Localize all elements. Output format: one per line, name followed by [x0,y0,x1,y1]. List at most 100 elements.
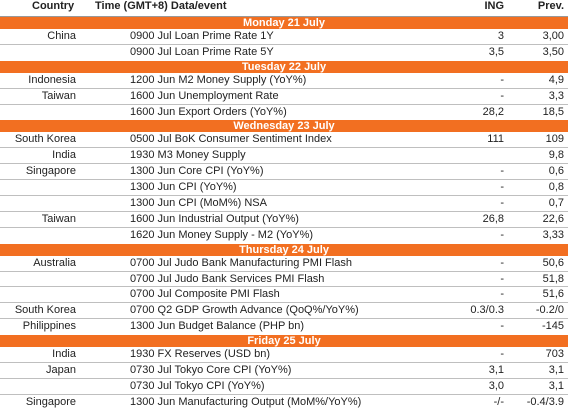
day-header: Monday 21 July [0,17,568,29]
row-event: 1600 Jun Unemployment Rate [130,89,279,102]
row-country: Australia [33,256,76,269]
row-ing: 3,0 [488,379,504,392]
row-prev: -0.4/3.9 [526,395,564,408]
table-row: Philippines 1300 Jun Budget Balance (PHP … [0,319,568,335]
row-ing: 3,1 [488,364,504,377]
row-prev: -0.2/0 [535,304,564,317]
row-prev: 3,50 [542,45,564,58]
row-event: 1300 Jun CPI (YoY%) [130,181,237,194]
row-ing: 3 [497,30,504,42]
table-row: China 0900 Jul Loan Prime Rate 1Y 3 3,00 [0,29,568,45]
row-event: 1930 FX Reserves (USD bn) [130,348,270,361]
row-country: Philippines [22,320,76,333]
row-country: Taiwan [41,212,76,225]
table-row: 1620 Jun Money Supply - M2 (YoY%) - 3,33 [0,228,568,244]
row-country: Singapore [25,395,76,408]
row-prev: 3,1 [548,364,564,377]
table-row: India 1930 M3 Money Supply 9,8 [0,148,568,165]
row-event: 0730 Jul Tokyo Core CPI (YoY%) [130,364,292,377]
table-row: India 1930 FX Reserves (USD bn) - 703 [0,347,568,364]
row-ing: 28,2 [482,105,504,118]
row-ing: - [500,197,504,210]
row-prev: 3,3 [548,89,564,102]
header-event: Time (GMT+8) Data/event [95,0,227,12]
row-prev: -145 [541,320,564,333]
header-ing: ING [484,0,504,12]
day-label: Friday 25 July [247,335,321,348]
row-event: 0700 Jul Composite PMI Flash [130,288,280,301]
row-event: 1300 Jun Core CPI (YoY%) [130,165,264,178]
row-country: Japan [46,364,76,377]
day-header: Wednesday 23 July [0,120,568,133]
table-row: 0730 Jul Tokyo CPI (YoY%) 3,0 3,1 [0,379,568,395]
table-row: 0700 Jul Composite PMI Flash - 51,6 [0,287,568,304]
row-event: 0700 Jul Judo Bank Manufacturing PMI Fla… [130,256,352,269]
row-ing: 26,8 [482,212,504,225]
row-ing: - [500,272,504,285]
row-prev: 109 [545,133,564,146]
row-country: China [47,30,76,42]
row-ing: 111 [487,133,504,146]
row-prev: 703 [545,348,564,361]
row-event: 1300 Jun CPI (MoM%) NSA [130,197,267,210]
table-row: 1300 Jun CPI (YoY%) - 0,8 [0,180,568,197]
row-event: 1300 Jun Budget Balance (PHP bn) [130,320,305,333]
day-label: Monday 21 July [243,17,325,29]
day-header: Thursday 24 July [0,243,568,256]
row-ing: 0.3/0.3 [470,304,504,317]
table-row: South Korea 0700 Q2 GDP Growth Advance (Q… [0,303,568,320]
row-ing: - [500,165,504,178]
row-country: South Korea [14,133,76,146]
table-row: 0900 Jul Loan Prime Rate 5Y 3,5 3,50 [0,45,568,61]
table-row: Taiwan 1600 Jun Industrial Output (YoY%) 2… [0,212,568,228]
table-row: 1600 Jun Export Orders (YoY%) 28,2 18,5 [0,105,568,121]
row-prev: 4,9 [548,73,564,86]
header-country: Country [32,0,75,12]
row-prev: 9,8 [548,149,564,162]
row-ing: - [500,228,504,241]
table-body: Monday 21 July China 0900 Jul Loan Prime R… [0,17,568,411]
table-row: Japan 0730 Jul Tokyo Core CPI (YoY%) 3,1 3,… [0,363,568,379]
row-event: 0500 Jul BoK Consumer Sentiment Index [130,133,332,146]
row-event: 1300 Jun Manufacturing Output (MoM%/YoY%… [130,395,362,408]
row-ing: - [500,288,504,301]
day-header: Tuesday 22 July [0,60,568,73]
row-prev: 22,6 [542,212,564,225]
day-label: Wednesday 23 July [233,120,335,133]
day-label: Thursday 24 July [239,243,329,256]
row-ing: -/- [493,395,504,408]
table-row: 0700 Jul Judo Bank Services PMI Flash - 51… [0,272,568,288]
row-prev: 3,1 [548,379,564,392]
row-country: India [52,348,76,361]
row-ing: - [500,348,504,361]
table-row: 1300 Jun CPI (MoM%) NSA - 0,7 [0,196,568,212]
row-event: 1200 Jun M2 Money Supply (YoY%) [130,73,307,86]
row-event: 0700 Q2 GDP Growth Advance (QoQ%/YoY%) [130,304,359,317]
row-event: 1600 Jun Export Orders (YoY%) [130,105,287,118]
row-prev: 3,33 [542,228,564,241]
table-row: Singapore 1300 Jun Core CPI (YoY%) - 0,6 [0,164,568,181]
row-event: 1930 M3 Money Supply [130,149,246,162]
row-prev: 3,00 [542,30,564,42]
row-country: Singapore [25,165,76,178]
row-event: 0900 Jul Loan Prime Rate 1Y [130,30,274,42]
row-prev: 51,8 [542,272,564,285]
table-row: Indonesia 1200 Jun M2 Money Supply (YoY%)… [0,73,568,89]
row-prev: 0,7 [548,197,564,210]
row-event: 0900 Jul Loan Prime Rate 5Y [130,45,274,58]
row-ing: - [500,320,504,333]
table-row: South Korea 0500 Jul BoK Consumer Sentime… [0,132,568,149]
table-row: Australia 0700 Jul Judo Bank Manufacturin… [0,256,568,272]
row-prev: 51,6 [542,288,564,301]
row-event: 0730 Jul Tokyo CPI (YoY%) [130,379,265,392]
row-event: 1620 Jun Money Supply - M2 (YoY%) [130,228,314,241]
row-event: 1600 Jun Industrial Output (YoY%) [130,212,299,225]
header-prev: Prev. [537,0,564,12]
header-divider [0,16,568,17]
row-prev: 0,6 [548,165,564,178]
row-country: India [52,149,76,162]
day-label: Tuesday 22 July [241,60,327,73]
day-header: Friday 25 July [0,335,568,348]
row-country: Indonesia [28,73,76,86]
